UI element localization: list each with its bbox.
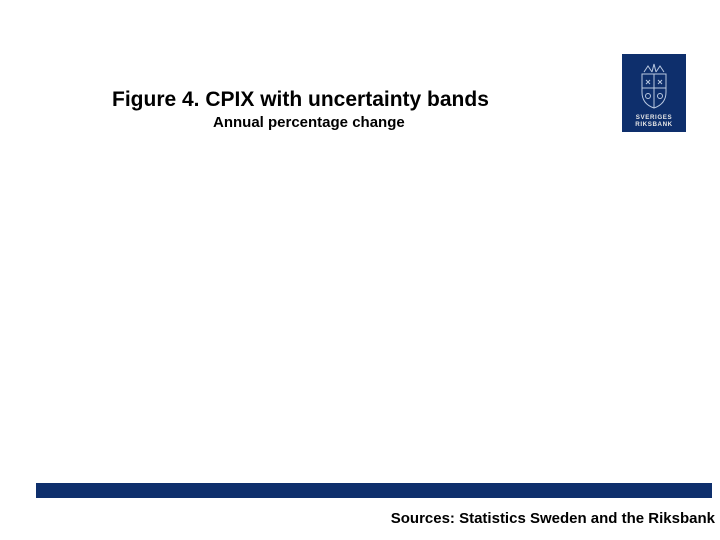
- logo-text-line2: RIKSBANK: [635, 121, 672, 128]
- figure-subtitle: Annual percentage change: [213, 114, 405, 131]
- logo-text-line1: SVERIGES: [636, 114, 672, 121]
- crest-icon: [630, 62, 678, 110]
- sources-caption: Sources: Statistics Sweden and the Riksb…: [391, 510, 715, 527]
- riksbank-logo: SVERIGES RIKSBANK: [622, 54, 686, 132]
- figure-title: Figure 4. CPIX with uncertainty bands: [112, 88, 489, 112]
- bottom-accent-bar: [36, 483, 712, 498]
- slide-container: { "layout": { "width_px": 720, "height_p…: [0, 0, 720, 540]
- logo-text: SVERIGES RIKSBANK: [635, 114, 672, 128]
